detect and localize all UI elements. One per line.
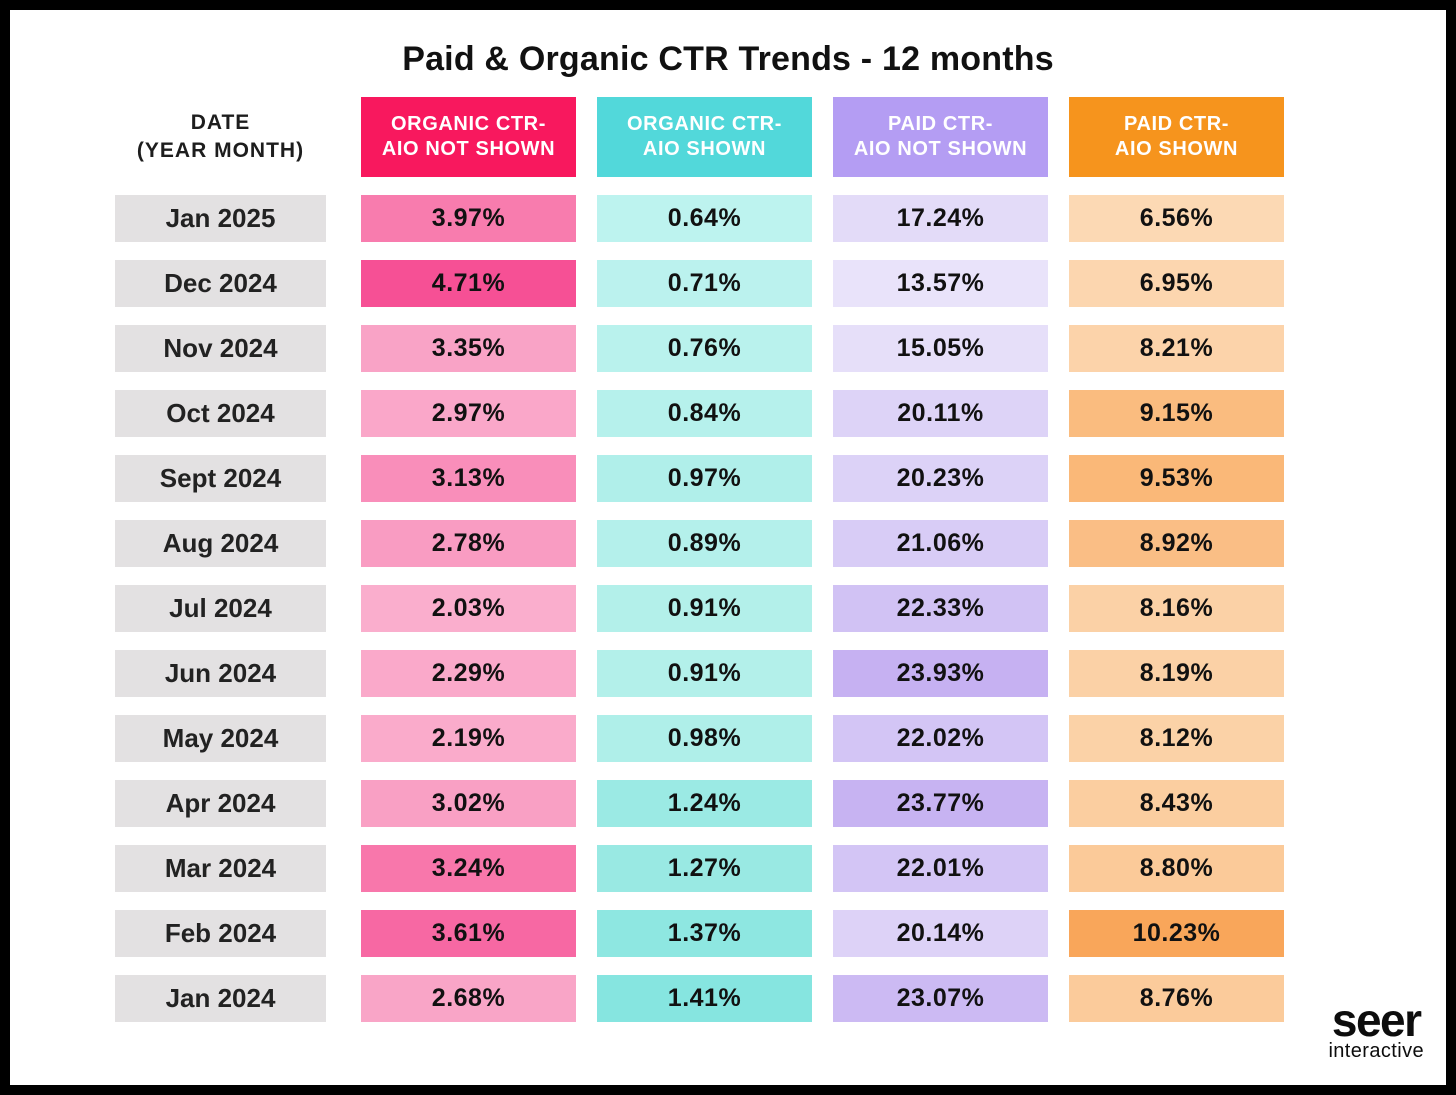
date-cell-dec-2024: Dec 2024 (115, 260, 326, 307)
seer-interactive-logo: seer interactive (1328, 993, 1424, 1063)
date-cell-feb-2024: Feb 2024 (115, 910, 326, 957)
date-cell-apr-2024: Apr 2024 (115, 780, 326, 827)
column-header-paid-ctr-aio-not-shown: PAID CTR- AIO NOT SHOWN (833, 97, 1048, 177)
value-cell-paid-ctr-aio-shown-row9: 8.43% (1069, 780, 1284, 827)
date-cell-mar-2024: Mar 2024 (115, 845, 326, 892)
header-label-line1: ORGANIC CTR- (391, 113, 546, 135)
header-label-line2: AIO NOT SHOWN (381, 138, 556, 160)
value-cell-organic-ctr-aio-not-shown-row4: 3.13% (361, 455, 576, 502)
value-cell-organic-ctr-aio-not-shown-row12: 2.68% (361, 975, 576, 1022)
header-label-line1: PAID CTR- (1123, 113, 1230, 135)
header-label-line2: AIO SHOWN (642, 138, 767, 160)
date-cell-oct-2024: Oct 2024 (115, 390, 326, 437)
value-cell-organic-ctr-aio-shown-row2: 0.76% (597, 325, 812, 372)
date-cell-may-2024: May 2024 (115, 715, 326, 762)
value-cell-organic-ctr-aio-shown-row7: 0.91% (597, 650, 812, 697)
value-cell-organic-ctr-aio-not-shown-row8: 2.19% (361, 715, 576, 762)
value-cell-paid-ctr-aio-shown-row3: 9.15% (1069, 390, 1284, 437)
value-cell-organic-ctr-aio-not-shown-row7: 2.29% (361, 650, 576, 697)
page-title: Paid & Organic CTR Trends - 12 months (402, 40, 1054, 78)
column-header-paid-ctr-aio-shown: PAID CTR- AIO SHOWN (1069, 97, 1284, 177)
header-label-line2: AIO SHOWN (1114, 138, 1239, 160)
header-label-line2: AIO NOT SHOWN (853, 138, 1028, 160)
value-cell-organic-ctr-aio-not-shown-row6: 2.03% (361, 585, 576, 632)
column-header-organic-ctr-aio-not-shown: ORGANIC CTR- AIO NOT SHOWN (361, 97, 576, 177)
value-cell-paid-ctr-aio-not-shown-row11: 20.14% (833, 910, 1048, 957)
value-cell-organic-ctr-aio-not-shown-row0: 3.97% (361, 195, 576, 242)
value-cell-organic-ctr-aio-shown-row10: 1.27% (597, 845, 812, 892)
value-cell-paid-ctr-aio-not-shown-row7: 23.93% (833, 650, 1048, 697)
value-cell-paid-ctr-aio-not-shown-row6: 22.33% (833, 585, 1048, 632)
logo-wordmark: seer (1331, 993, 1422, 1046)
date-cell-sept-2024: Sept 2024 (115, 455, 326, 502)
logo-subtext: interactive (1328, 1040, 1424, 1062)
value-cell-paid-ctr-aio-shown-row2: 8.21% (1069, 325, 1284, 372)
date-cell-jan-2024: Jan 2024 (115, 975, 326, 1022)
value-cell-paid-ctr-aio-not-shown-row0: 17.24% (833, 195, 1048, 242)
value-cell-organic-ctr-aio-not-shown-row11: 3.61% (361, 910, 576, 957)
value-cell-paid-ctr-aio-not-shown-row3: 20.11% (833, 390, 1048, 437)
date-cell-aug-2024: Aug 2024 (115, 520, 326, 567)
value-cell-organic-ctr-aio-not-shown-row3: 2.97% (361, 390, 576, 437)
value-cell-paid-ctr-aio-not-shown-row12: 23.07% (833, 975, 1048, 1022)
column-header-organic-ctr-aio-shown: ORGANIC CTR- AIO SHOWN (597, 97, 812, 177)
date-cell-nov-2024: Nov 2024 (115, 325, 326, 372)
value-cell-paid-ctr-aio-shown-row0: 6.56% (1069, 195, 1284, 242)
value-cell-paid-ctr-aio-not-shown-row1: 13.57% (833, 260, 1048, 307)
column-header-date: DATE (YEAR MONTH) (115, 97, 326, 177)
date-cell-jan-2025: Jan 2025 (115, 195, 326, 242)
value-cell-paid-ctr-aio-shown-row11: 10.23% (1069, 910, 1284, 957)
value-cell-organic-ctr-aio-shown-row4: 0.97% (597, 455, 812, 502)
header-label-line1: PAID CTR- (887, 113, 994, 135)
value-cell-paid-ctr-aio-shown-row1: 6.95% (1069, 260, 1284, 307)
date-header-line2: (YEAR MONTH) (136, 139, 305, 162)
value-cell-organic-ctr-aio-shown-row12: 1.41% (597, 975, 812, 1022)
header-label-line1: ORGANIC CTR- (627, 113, 782, 135)
value-cell-organic-ctr-aio-shown-row8: 0.98% (597, 715, 812, 762)
value-cell-organic-ctr-aio-not-shown-row9: 3.02% (361, 780, 576, 827)
value-cell-organic-ctr-aio-shown-row9: 1.24% (597, 780, 812, 827)
value-cell-paid-ctr-aio-not-shown-row8: 22.02% (833, 715, 1048, 762)
value-cell-paid-ctr-aio-shown-row6: 8.16% (1069, 585, 1284, 632)
value-cell-paid-ctr-aio-shown-row7: 8.19% (1069, 650, 1284, 697)
value-cell-organic-ctr-aio-shown-row3: 0.84% (597, 390, 812, 437)
value-cell-paid-ctr-aio-not-shown-row5: 21.06% (833, 520, 1048, 567)
date-cell-jun-2024: Jun 2024 (115, 650, 326, 697)
value-cell-paid-ctr-aio-shown-row12: 8.76% (1069, 975, 1284, 1022)
ctr-heatmap-table: DATE (YEAR MONTH) ORGANIC CTR- AIO NOT S… (115, 97, 1284, 1022)
value-cell-paid-ctr-aio-shown-row8: 8.12% (1069, 715, 1284, 762)
value-cell-organic-ctr-aio-shown-row1: 0.71% (597, 260, 812, 307)
value-cell-paid-ctr-aio-shown-row5: 8.92% (1069, 520, 1284, 567)
value-cell-organic-ctr-aio-not-shown-row5: 2.78% (361, 520, 576, 567)
value-cell-organic-ctr-aio-shown-row0: 0.64% (597, 195, 812, 242)
date-cell-jul-2024: Jul 2024 (115, 585, 326, 632)
value-cell-organic-ctr-aio-shown-row6: 0.91% (597, 585, 812, 632)
value-cell-organic-ctr-aio-not-shown-row2: 3.35% (361, 325, 576, 372)
value-cell-organic-ctr-aio-shown-row5: 0.89% (597, 520, 812, 567)
value-cell-organic-ctr-aio-not-shown-row1: 4.71% (361, 260, 576, 307)
value-cell-paid-ctr-aio-not-shown-row4: 20.23% (833, 455, 1048, 502)
value-cell-paid-ctr-aio-shown-row10: 8.80% (1069, 845, 1284, 892)
value-cell-paid-ctr-aio-not-shown-row2: 15.05% (833, 325, 1048, 372)
value-cell-paid-ctr-aio-not-shown-row10: 22.01% (833, 845, 1048, 892)
value-cell-paid-ctr-aio-shown-row4: 9.53% (1069, 455, 1284, 502)
value-cell-organic-ctr-aio-shown-row11: 1.37% (597, 910, 812, 957)
value-cell-organic-ctr-aio-not-shown-row10: 3.24% (361, 845, 576, 892)
date-header-line1: DATE (190, 110, 251, 134)
value-cell-paid-ctr-aio-not-shown-row9: 23.77% (833, 780, 1048, 827)
